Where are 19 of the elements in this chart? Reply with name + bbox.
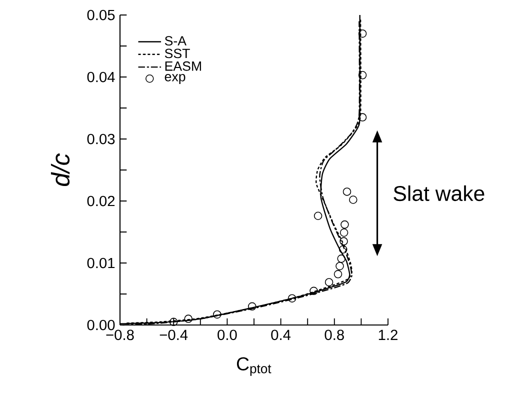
x-tick-label: 0.0 — [218, 330, 237, 340]
x-axis-title: C$_{ptot}$ — [236, 357, 272, 376]
x-tick-label: −0.8 — [106, 330, 134, 340]
legend-label: EASM — [165, 61, 201, 71]
legend-label: S-A — [164, 36, 186, 46]
y-axis-title: d/c — [50, 153, 70, 186]
x-tick-label: 0.4 — [271, 330, 291, 340]
text: Slat wake — [394, 185, 484, 202]
y-tick-label: 0.01 — [87, 258, 115, 268]
x-tick-label: −0.4 — [160, 330, 188, 340]
x-tick-label: 1.2 — [378, 330, 398, 340]
y-tick-label: 0.02 — [87, 196, 115, 206]
legend-label: SST — [164, 48, 190, 58]
legend-label: exp — [164, 74, 186, 84]
x-tick-label: 0.8 — [324, 330, 344, 340]
y-tick-label: 0.04 — [87, 72, 115, 82]
y-tick-label: 0.05 — [87, 10, 115, 20]
y-tick-label: 0.00 — [87, 320, 115, 330]
y-tick-label: 0.03 — [87, 134, 115, 144]
